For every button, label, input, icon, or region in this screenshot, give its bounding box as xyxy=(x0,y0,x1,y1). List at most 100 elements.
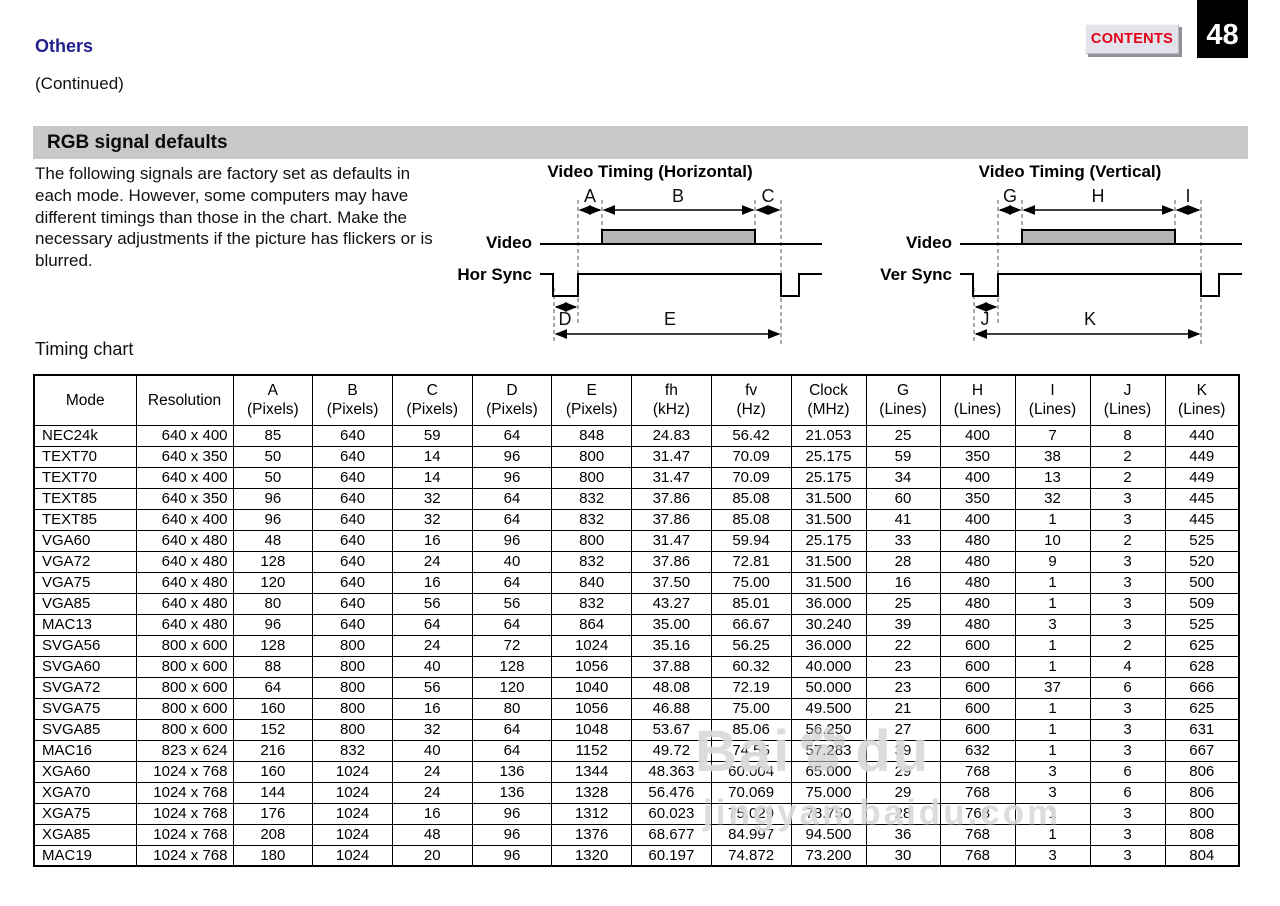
timing-cell: 640 xyxy=(312,424,393,447)
timing-col-header: D (Pixels) xyxy=(471,374,553,426)
timing-cell: 3 xyxy=(1014,844,1091,867)
timing-cell: 48.08 xyxy=(631,676,712,699)
vsync-waveform xyxy=(960,273,1242,297)
timing-cell: 640 xyxy=(312,550,393,573)
timing-cell: 823 x 624 xyxy=(135,739,234,762)
timing-cell: 1024 x 768 xyxy=(135,781,234,804)
timing-row: SVGA75 800 x 600 160 800 16 80 1056 46.88 75.00 4… xyxy=(33,697,1240,720)
timing-col-header: K (Lines) xyxy=(1164,374,1240,426)
timing-row: VGA85 640 x 480 80 640 56 56 832 43.27 85.01 36.0… xyxy=(33,592,1240,615)
timing-chart-caption: Timing chart xyxy=(35,339,134,359)
timing-cell: 35.16 xyxy=(631,634,712,657)
timing-cell: 59 xyxy=(391,424,473,447)
timing-cell: 96 xyxy=(471,445,553,468)
timing-cell: 70.09 xyxy=(710,445,792,468)
timing-cell: 35.00 xyxy=(631,613,712,636)
timing-cell: 509 xyxy=(1164,592,1240,615)
timing-cell: 25.175 xyxy=(790,466,867,489)
timing-cell: 800 xyxy=(312,634,393,657)
timing-cell: 3 xyxy=(1014,613,1091,636)
timing-cell: 800 xyxy=(551,466,633,489)
dashed-guides xyxy=(973,200,1202,344)
timing-cell: 804 xyxy=(1164,844,1240,867)
dim-label-i: I xyxy=(1185,186,1191,206)
vertical-waveform-graphic xyxy=(960,200,1242,344)
timing-cell: 632 xyxy=(939,739,1016,762)
timing-cell: 32 xyxy=(391,718,473,741)
timing-cell: 37.50 xyxy=(631,571,712,594)
timing-cell: 74.872 xyxy=(710,844,792,867)
timing-cell: VGA75 xyxy=(33,571,137,594)
timing-cell: 29 xyxy=(865,781,941,804)
timing-cell: 6 xyxy=(1089,676,1166,699)
timing-cell: 40 xyxy=(471,550,553,573)
timing-cell: 640 x 480 xyxy=(135,592,234,615)
timing-cell: 449 xyxy=(1164,466,1240,489)
timing-cell: 350 xyxy=(939,487,1016,510)
timing-cell: 31.47 xyxy=(631,529,712,552)
timing-cell: 53.67 xyxy=(631,718,712,741)
timing-row: XGA60 1024 x 768 160 1024 24 136 1344 48.363 60.… xyxy=(33,760,1240,783)
dim-label-e: E xyxy=(663,309,676,329)
timing-col-header: H (Lines) xyxy=(939,374,1016,426)
timing-cell: 85.06 xyxy=(710,718,792,741)
timing-cell: 1312 xyxy=(551,802,633,825)
page-section-title: Others xyxy=(35,36,94,56)
timing-cell: SVGA56 xyxy=(33,634,137,657)
timing-cell: 640 x 350 xyxy=(135,445,234,468)
timing-cell: 128 xyxy=(232,634,314,657)
timing-cell: 800 xyxy=(551,445,633,468)
timing-cell: 37.88 xyxy=(631,655,712,678)
timing-cell: 1024 xyxy=(312,760,393,783)
timing-cell: 33 xyxy=(865,529,941,552)
timing-cell: 1056 xyxy=(551,655,633,678)
timing-cell: 64 xyxy=(471,718,553,741)
contents-button[interactable]: CONTENTS xyxy=(1085,24,1179,54)
timing-cell: 39 xyxy=(865,613,941,636)
timing-cell: 800 x 600 xyxy=(135,697,234,720)
timing-cell: 1 xyxy=(1014,571,1091,594)
timing-cell: 1024 xyxy=(551,634,633,657)
timing-cell: 480 xyxy=(939,592,1016,615)
timing-cell: 16 xyxy=(391,697,473,720)
timing-cell: 75.029 xyxy=(710,802,792,825)
timing-cell: MAC19 xyxy=(33,844,137,867)
timing-cell: SVGA75 xyxy=(33,697,137,720)
timing-cell: 23 xyxy=(865,655,941,678)
timing-cell: TEXT85 xyxy=(33,508,137,531)
timing-cell: 1024 x 768 xyxy=(135,823,234,846)
timing-cell: 56.25 xyxy=(710,634,792,657)
timing-cell: 768 xyxy=(939,760,1016,783)
hsync-waveform xyxy=(540,273,822,297)
timing-row: SVGA85 800 x 600 152 800 32 64 1048 53.67 85.06 5… xyxy=(33,718,1240,741)
timing-col-header: J (Lines) xyxy=(1089,374,1166,426)
timing-cell: 2 xyxy=(1089,466,1166,489)
timing-cell: 640 xyxy=(312,508,393,531)
timing-cell: 60.197 xyxy=(631,844,712,867)
timing-cell: 70.069 xyxy=(710,781,792,804)
timing-cell: 24 xyxy=(391,760,473,783)
timing-cell: 40 xyxy=(391,739,473,762)
horizontal-waveform-graphic xyxy=(540,200,822,344)
timing-table-header-row: Mode Resolution A (Pixels) B (Pixels) C (Pixels… xyxy=(33,374,1240,426)
timing-row: VGA75 640 x 480 120 640 16 64 840 37.50 75.00 31.… xyxy=(33,571,1240,594)
timing-cell: 68.677 xyxy=(631,823,712,846)
timing-cell: 3 xyxy=(1089,718,1166,741)
timing-cell: 640 x 400 xyxy=(135,424,234,447)
timing-cell: 1376 xyxy=(551,823,633,846)
timing-cell: 3 xyxy=(1089,571,1166,594)
active-video-block xyxy=(601,229,756,245)
timing-cell: 136 xyxy=(471,760,553,783)
timing-row: VGA60 640 x 480 48 640 16 96 800 31.47 59.94 25.1… xyxy=(33,529,1240,552)
timing-cell: 64 xyxy=(391,613,473,636)
timing-cell: 640 x 350 xyxy=(135,487,234,510)
timing-cell: 78.750 xyxy=(790,802,867,825)
timing-cell: 96 xyxy=(471,802,553,825)
timing-cell: 800 xyxy=(1164,802,1240,825)
timing-cell: 34 xyxy=(865,466,941,489)
timing-cell: 445 xyxy=(1164,508,1240,531)
timing-cell: 31.47 xyxy=(631,445,712,468)
timing-cell: VGA72 xyxy=(33,550,137,573)
timing-cell: 666 xyxy=(1164,676,1240,699)
dim-label-d: D xyxy=(558,309,572,329)
